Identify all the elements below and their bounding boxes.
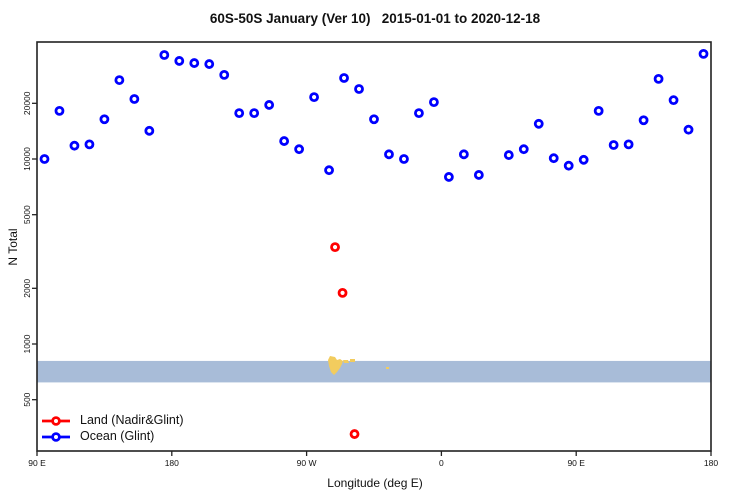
ocean-point <box>548 153 559 164</box>
x-tick-label: 90 E <box>567 458 585 468</box>
ocean-point <box>608 140 619 150</box>
legend-label-ocean: Ocean (Glint) <box>80 429 155 443</box>
ocean-point <box>503 150 514 160</box>
map-strip-land <box>328 356 343 375</box>
plot-frame <box>36 41 712 452</box>
y-tick-label: 500 <box>22 392 32 406</box>
ocean-point <box>653 74 664 84</box>
y-tick-label: 5000 <box>22 205 32 224</box>
land-point <box>330 242 340 253</box>
ocean-point <box>578 154 589 165</box>
ocean-point <box>159 50 170 60</box>
legend-label-land: Land (Nadir&Glint) <box>80 413 184 427</box>
ocean-point <box>414 108 424 119</box>
land-point <box>349 429 360 439</box>
map-strip-land <box>350 359 355 362</box>
x-axis-title: Longitude (deg E) <box>327 476 423 490</box>
ocean-point <box>324 165 334 176</box>
y-axis-title: N Total <box>6 228 20 266</box>
ocean-marker-icon <box>42 431 70 442</box>
ocean-point <box>54 105 65 116</box>
ocean-point <box>443 172 454 182</box>
ocean-point <box>698 48 709 59</box>
chart-title: 60S-50S January (Ver 10) 2015-01-01 to 2… <box>209 11 541 26</box>
ocean-point <box>683 124 694 135</box>
ocean-point <box>339 73 349 83</box>
legend-item-land: Land (Nadir&Glint) <box>41 413 184 428</box>
ocean-point <box>294 144 305 155</box>
ocean-point <box>593 105 604 116</box>
ocean-point <box>174 56 185 66</box>
ocean-point <box>399 154 409 164</box>
ocean-point <box>234 108 245 119</box>
ocean-point <box>189 58 200 68</box>
x-tick-label: 180 <box>165 458 179 468</box>
x-tick-label: 180 <box>704 458 718 468</box>
ocean-point <box>204 59 215 69</box>
y-tick-label: 10000 <box>22 147 32 171</box>
ocean-point <box>39 154 50 164</box>
ocean-point <box>249 108 260 119</box>
ocean-point <box>384 149 394 160</box>
ocean-point <box>533 118 544 129</box>
ocean-point <box>309 92 319 103</box>
ocean-point <box>99 114 110 125</box>
map-strip-land <box>386 367 389 369</box>
y-tick-label: 1000 <box>22 334 32 353</box>
x-tick-label: 90 E <box>28 458 46 468</box>
ocean-point <box>518 144 529 155</box>
ocean-point <box>668 95 679 106</box>
ocean-point <box>279 136 290 146</box>
map-strip-ocean-band <box>37 360 711 383</box>
land-point <box>337 287 348 298</box>
ocean-point <box>458 149 469 160</box>
ocean-point <box>219 69 230 80</box>
ocean-point <box>264 100 275 110</box>
ocean-point <box>144 125 155 136</box>
map-strip-land <box>343 360 349 363</box>
x-tick-label: 0 <box>439 458 444 468</box>
legend: Land (Nadir&Glint) Ocean (Glint) <box>41 413 184 444</box>
ocean-point <box>84 139 95 150</box>
ocean-point <box>623 139 634 150</box>
ocean-point <box>563 160 574 171</box>
ocean-point <box>354 84 364 94</box>
ocean-point <box>369 114 379 125</box>
land-marker-icon <box>42 415 70 426</box>
ocean-point <box>638 115 649 126</box>
ocean-point <box>114 75 125 85</box>
x-tick-label: 90 W <box>297 458 317 468</box>
ocean-point <box>129 94 140 104</box>
ocean-point <box>429 97 439 108</box>
y-tick-label: 2000 <box>22 279 32 298</box>
legend-item-ocean: Ocean (Glint) <box>41 429 184 444</box>
y-tick-label: 20000 <box>22 91 32 115</box>
ocean-point <box>69 140 80 151</box>
ocean-point <box>473 170 484 180</box>
